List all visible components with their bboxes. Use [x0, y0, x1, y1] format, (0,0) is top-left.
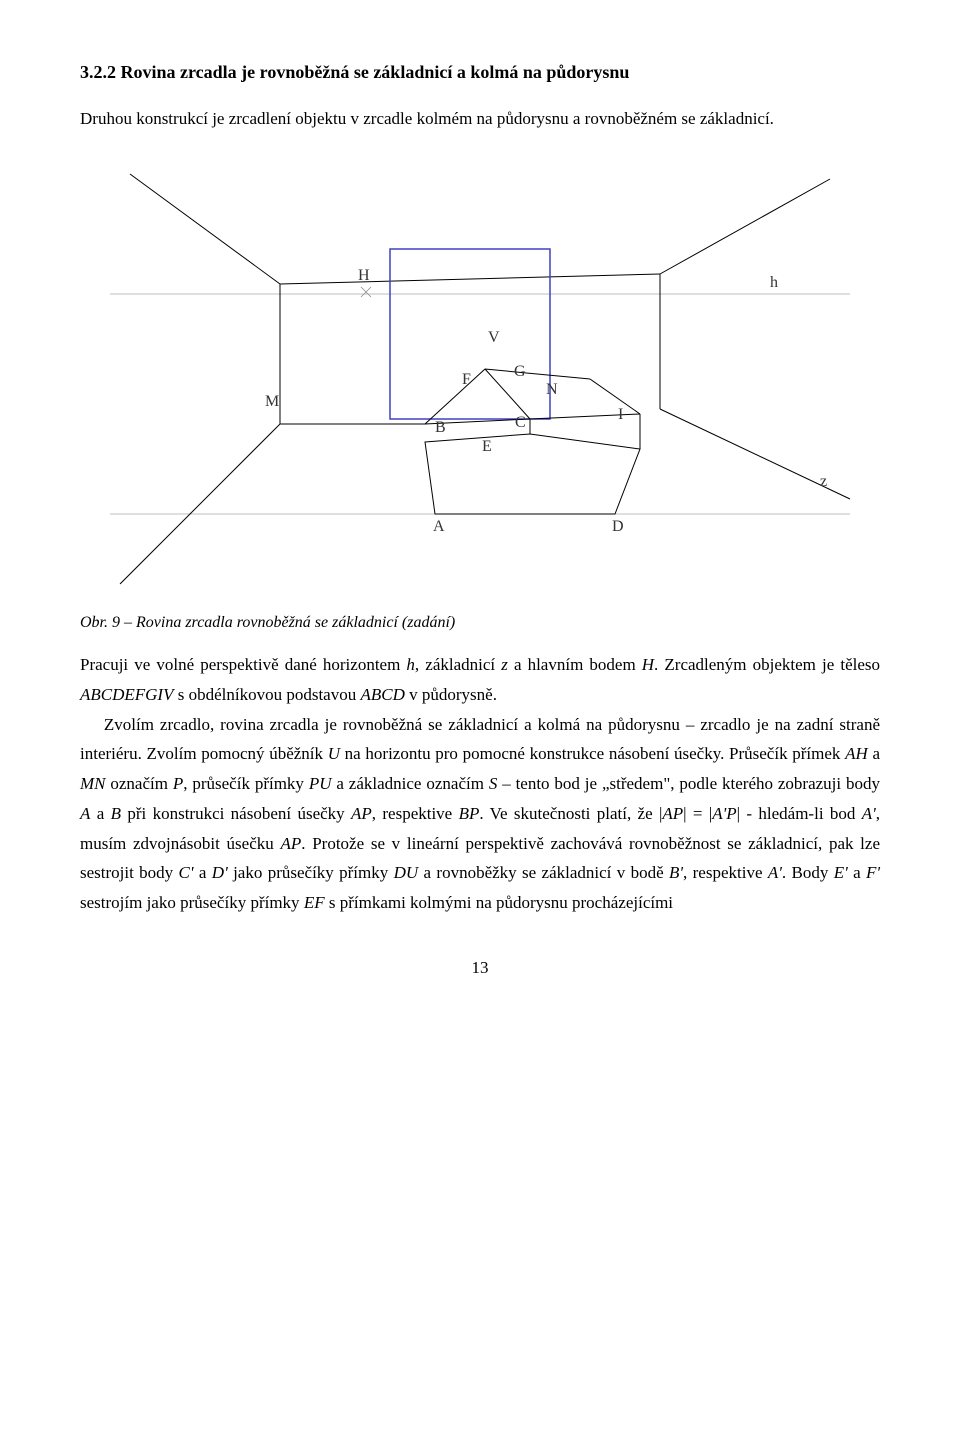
svg-text:G: G	[514, 363, 526, 380]
svg-text:I: I	[618, 406, 623, 423]
intro-paragraph: Druhou konstrukcí je zrcadlení objektu v…	[80, 105, 880, 134]
svg-text:h: h	[770, 274, 778, 291]
section-heading: Rovina zrcadla je rovnoběžná se základni…	[121, 62, 630, 82]
figure-9-svg: Hh M V F G N B C I E A Dz	[90, 154, 870, 594]
svg-text:A: A	[433, 518, 445, 535]
svg-text:M: M	[265, 393, 279, 410]
svg-text:C: C	[515, 414, 526, 431]
svg-text:E: E	[482, 438, 492, 455]
figure-9: Hh M V F G N B C I E A Dz	[80, 154, 880, 594]
svg-text:H: H	[358, 267, 370, 284]
svg-text:B: B	[435, 419, 446, 436]
figure-caption: Obr. 9 – Rovina zrcadla rovnoběžná se zá…	[80, 614, 880, 632]
svg-text:D: D	[612, 518, 624, 535]
section-title: 3.2.2 Rovina zrcadla je rovnoběžná se zá…	[80, 60, 880, 85]
svg-text:z: z	[820, 473, 827, 490]
svg-text:F: F	[462, 371, 471, 388]
section-number: 3.2.2	[80, 62, 116, 82]
page-number: 13	[80, 958, 880, 978]
svg-text:N: N	[546, 381, 558, 398]
svg-text:V: V	[488, 329, 500, 346]
body-paragraph: Pracuji ve volné perspektivě dané horizo…	[80, 650, 880, 918]
